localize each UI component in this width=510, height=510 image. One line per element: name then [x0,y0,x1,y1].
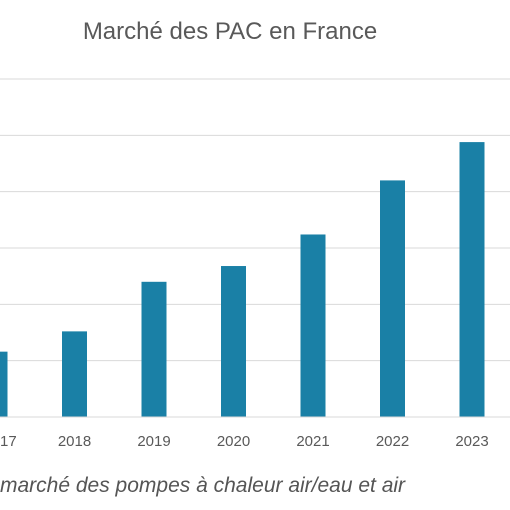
x-tick-label-2019: 2019 [137,433,170,450]
x-tick-label-2020: 2020 [217,433,250,450]
bar-2021 [300,234,326,417]
chart-title: Marché des PAC en France [82,18,378,45]
x-tick-label-2022: 2022 [376,433,409,450]
bar-2019 [141,281,167,417]
figure-caption: marché des pompes à chaleur air/eau et a… [0,474,406,497]
bar-2023 [459,142,485,418]
bar-17 [0,351,8,417]
bar-chart: 17 2018 2019 2020 2021 2022 2023 [0,78,510,450]
bar-2022 [380,180,405,417]
x-tick-label-2023: 2023 [455,433,488,450]
x-tick-label-17: 17 [0,433,17,450]
gridlines [0,78,510,362]
x-tick-label-2021: 2021 [296,433,329,450]
x-tick-labels: 17 2018 2019 2020 2021 2022 2023 [0,433,489,450]
bar-2018 [62,331,87,417]
bars [0,142,485,418]
x-tick-label-2018: 2018 [58,433,91,450]
bar-2020 [221,266,246,417]
